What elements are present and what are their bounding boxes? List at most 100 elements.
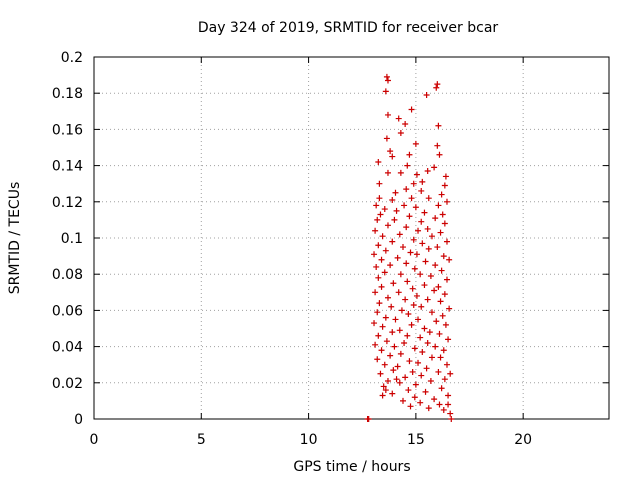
data-point <box>425 245 432 252</box>
data-point <box>439 211 446 218</box>
data-point <box>417 334 424 341</box>
data-point <box>402 120 409 127</box>
y-tick-label: 0.18 <box>52 86 83 102</box>
data-point <box>403 186 410 193</box>
data-point <box>432 215 439 222</box>
data-point <box>447 410 454 417</box>
data-point <box>393 207 400 214</box>
data-point <box>423 365 430 372</box>
data-point <box>372 341 379 348</box>
data-point <box>379 233 386 240</box>
data-point <box>431 164 438 171</box>
data-point <box>448 416 455 422</box>
data-point <box>412 140 419 147</box>
data-point <box>410 236 417 243</box>
data-point <box>396 379 403 386</box>
data-point <box>425 195 432 202</box>
data-point <box>412 204 419 211</box>
data-point <box>375 158 382 165</box>
data-point <box>421 282 428 289</box>
data-point <box>441 291 448 298</box>
data-point <box>413 171 420 178</box>
data-point <box>384 111 391 118</box>
data-point <box>400 244 406 251</box>
data-point <box>418 372 425 379</box>
data-point <box>424 168 431 175</box>
y-tick-label: 0.1 <box>61 231 83 247</box>
data-point <box>388 303 395 310</box>
data-point <box>440 253 447 260</box>
data-point <box>404 278 411 285</box>
data-point <box>389 390 396 397</box>
data-point <box>378 347 385 354</box>
data-point <box>392 316 399 323</box>
y-tick-label: 0.02 <box>52 376 83 392</box>
data-point <box>415 359 422 366</box>
data-point <box>438 191 445 198</box>
x-axis: 0 5 10 15 20 <box>90 57 532 448</box>
data-point <box>380 383 387 390</box>
grid <box>94 57 609 419</box>
data-point <box>373 202 380 209</box>
data-point <box>427 273 434 280</box>
data-point <box>391 216 398 223</box>
data-point <box>384 222 391 229</box>
data-point <box>396 231 403 238</box>
data-point <box>427 377 434 384</box>
data-point <box>410 180 417 187</box>
data-point <box>408 321 415 328</box>
data-point <box>437 298 444 305</box>
data-point <box>435 202 442 209</box>
data-point <box>445 401 452 408</box>
data-point <box>382 88 389 95</box>
y-axis: 0 0.02 0.04 0.06 0.08 0.1 0.12 0.14 0.16 0.18 0.2 <box>52 50 609 428</box>
data-point <box>378 283 385 290</box>
data-point <box>384 169 391 176</box>
data-point <box>373 263 380 270</box>
data-point <box>409 368 416 375</box>
data-point <box>383 73 390 80</box>
data-point <box>377 211 384 218</box>
data-point <box>402 374 409 381</box>
data-point <box>398 307 405 314</box>
data-point <box>390 367 397 374</box>
data-point <box>419 240 426 247</box>
data-point <box>393 376 400 383</box>
data-point <box>438 385 445 392</box>
data-point <box>408 195 415 202</box>
data-point <box>442 173 449 180</box>
data-point <box>371 320 378 327</box>
data-point <box>411 345 418 352</box>
data-point <box>415 316 422 323</box>
data-point <box>381 269 388 276</box>
data-point <box>377 370 384 377</box>
data-point <box>376 300 383 307</box>
data-point <box>389 238 396 245</box>
data-point <box>382 314 389 321</box>
data-point <box>382 247 389 254</box>
x-tick-label: 20 <box>514 432 532 448</box>
data-point <box>428 354 435 361</box>
data-point <box>442 321 449 328</box>
data-point <box>384 377 391 384</box>
data-point <box>395 115 402 122</box>
data-point <box>376 195 383 202</box>
data-point <box>421 325 428 332</box>
data-point <box>437 354 444 361</box>
data-point <box>406 358 413 365</box>
data-point <box>371 251 378 258</box>
plot-frame <box>93 56 610 420</box>
data-point <box>389 329 396 336</box>
data-point <box>445 392 452 399</box>
data-point <box>413 292 420 299</box>
data-point <box>375 242 382 249</box>
data-point <box>435 368 442 375</box>
data-point <box>433 84 440 91</box>
data-point <box>375 332 382 339</box>
data-point <box>378 256 385 263</box>
data-point <box>384 294 391 301</box>
data-point <box>365 416 372 422</box>
data-point <box>432 262 439 269</box>
data-point <box>387 352 394 359</box>
